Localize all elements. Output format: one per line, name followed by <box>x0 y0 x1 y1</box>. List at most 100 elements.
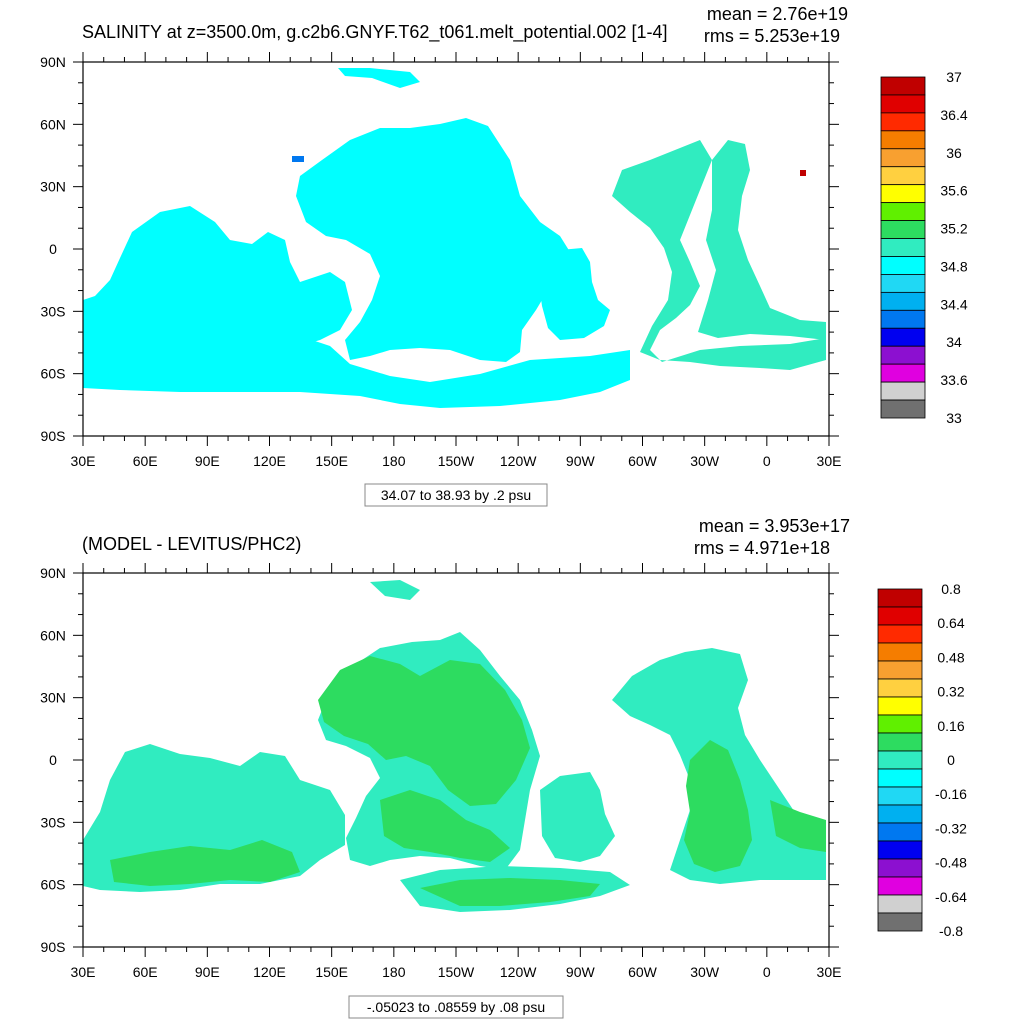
colorbar-segment <box>877 876 923 896</box>
anomaly-region-arctic <box>370 580 420 600</box>
colorbar-label: -0.64 <box>935 889 967 905</box>
panel-title: (MODEL - LEVITUS/PHC2) <box>82 534 301 554</box>
colorbar-label: 33 <box>946 410 962 426</box>
colorbar-segment <box>877 624 923 644</box>
y-tick-label: 60S <box>41 877 66 893</box>
y-tick-label: 90S <box>41 428 66 444</box>
x-tick-label: 60W <box>628 964 658 980</box>
colorbar-segment <box>880 363 926 383</box>
colorbar-label: -0.32 <box>935 820 967 836</box>
colorbar-segment <box>877 678 923 698</box>
colorbar-segment <box>880 345 926 365</box>
ocean-region-pacific <box>296 118 570 362</box>
y-tick-label: 0 <box>49 752 57 768</box>
colorbar-segment <box>877 804 923 824</box>
colorbar-label: -0.16 <box>935 786 967 802</box>
x-tick-label: 120W <box>500 964 537 980</box>
contour-info: 34.07 to 38.93 by .2 psu <box>381 487 531 503</box>
x-tick-label: 30W <box>690 453 720 469</box>
colorbar-label: 0.32 <box>937 684 964 700</box>
colorbar-label: 0.64 <box>937 615 964 631</box>
y-tick-label: 30S <box>41 814 66 830</box>
x-tick-label: 90W <box>566 453 596 469</box>
x-tick-label: 0 <box>763 964 771 980</box>
anomaly-region-sa <box>540 772 615 862</box>
difference-panel: (MODEL - LEVITUS/PHC2) mean = 3.953e+17 … <box>40 516 967 1019</box>
colorbar-segment <box>880 274 926 293</box>
x-tick-label: 120E <box>253 964 286 980</box>
colorbar-segment <box>880 309 926 329</box>
x-tick-label: 90W <box>566 964 596 980</box>
map-area <box>82 572 830 948</box>
x-tick-label: 150W <box>438 453 475 469</box>
colorbar-label: -0.8 <box>939 923 963 939</box>
y-tick-label: 60N <box>40 627 66 643</box>
x-tick-label: 180 <box>382 964 406 980</box>
colorbar-segment <box>880 112 926 132</box>
x-tick-label: 30E <box>817 964 842 980</box>
y-tick-label: 60N <box>40 116 66 132</box>
x-tick-label: 120W <box>500 453 537 469</box>
colorbar-segment <box>877 858 923 878</box>
mean-stat: mean = 2.76e+19 <box>707 4 848 24</box>
x-tick-label: 150E <box>315 453 348 469</box>
colorbar-segment <box>880 130 926 150</box>
colorbar-segment <box>880 399 926 419</box>
anomaly-region-so-green <box>420 878 600 906</box>
colorbar-label: 0.48 <box>937 649 964 665</box>
colorbar-segment <box>880 166 926 186</box>
colorbar-segment <box>877 822 923 842</box>
contour-info-box <box>364 483 548 507</box>
colorbar-label: 0.8 <box>941 581 961 597</box>
colorbar-label: 36 <box>946 145 962 161</box>
y-tick-label: 30N <box>40 690 66 706</box>
colorbar-label: 34 <box>946 334 962 350</box>
y-tick-label: 30N <box>40 179 66 195</box>
x-tick-label: 60E <box>133 453 158 469</box>
x-tick-label: 90E <box>195 964 220 980</box>
colorbar-segment <box>877 840 923 860</box>
x-tick-label: 90E <box>195 453 220 469</box>
anomaly-region-pac-green <box>318 656 530 806</box>
x-tick-label: 180 <box>382 453 406 469</box>
colorbar-segment <box>880 381 926 401</box>
x-tick-label: 150E <box>315 964 348 980</box>
colorbar-segment <box>877 768 923 788</box>
x-tick-label: 60W <box>628 453 658 469</box>
colorbar-label: 34.4 <box>940 296 967 312</box>
y-tick-label: 90N <box>40 54 66 70</box>
colorbar-segment <box>880 291 926 311</box>
colorbar-segment <box>877 912 923 932</box>
anomaly-region-east-atl-green <box>770 800 826 852</box>
colorbar-label: 0 <box>947 752 955 768</box>
x-tick-label: 30E <box>71 964 96 980</box>
colorbar-label: -0.48 <box>935 855 967 871</box>
y-tick-label: 60S <box>41 366 66 382</box>
ocean-region-arctic <box>338 68 420 88</box>
ocean-region-atlantic <box>612 140 826 370</box>
arctic-blob <box>292 156 304 162</box>
colorbar-segment <box>880 94 926 114</box>
atlantic-field <box>612 140 826 370</box>
colorbar-segment <box>877 714 923 734</box>
anomaly-region-indian-green <box>110 840 300 886</box>
y-tick-label: 30S <box>41 303 66 319</box>
colorbar-segment <box>880 256 926 275</box>
x-tick-label: 150W <box>438 964 475 980</box>
x-tick-label: 120E <box>253 453 286 469</box>
mediterranean-dot <box>800 170 806 176</box>
anomaly-region-pac-green-south <box>380 790 510 862</box>
x-tick-label: 30W <box>690 964 720 980</box>
ocean-region-indian <box>83 206 352 372</box>
rms-stat: rms = 5.253e+19 <box>704 26 840 46</box>
colorbar-label: 33.6 <box>940 372 967 388</box>
colorbar-segment <box>880 202 926 221</box>
colorbar-segment <box>880 76 926 96</box>
ocean-region-atlantic-east <box>698 140 826 340</box>
y-tick-label: 90N <box>40 565 66 581</box>
colorbar-segment <box>877 642 923 662</box>
colorbar-segment <box>877 786 923 806</box>
x-tick-label: 60E <box>133 964 158 980</box>
colorbar-segment <box>877 894 923 914</box>
